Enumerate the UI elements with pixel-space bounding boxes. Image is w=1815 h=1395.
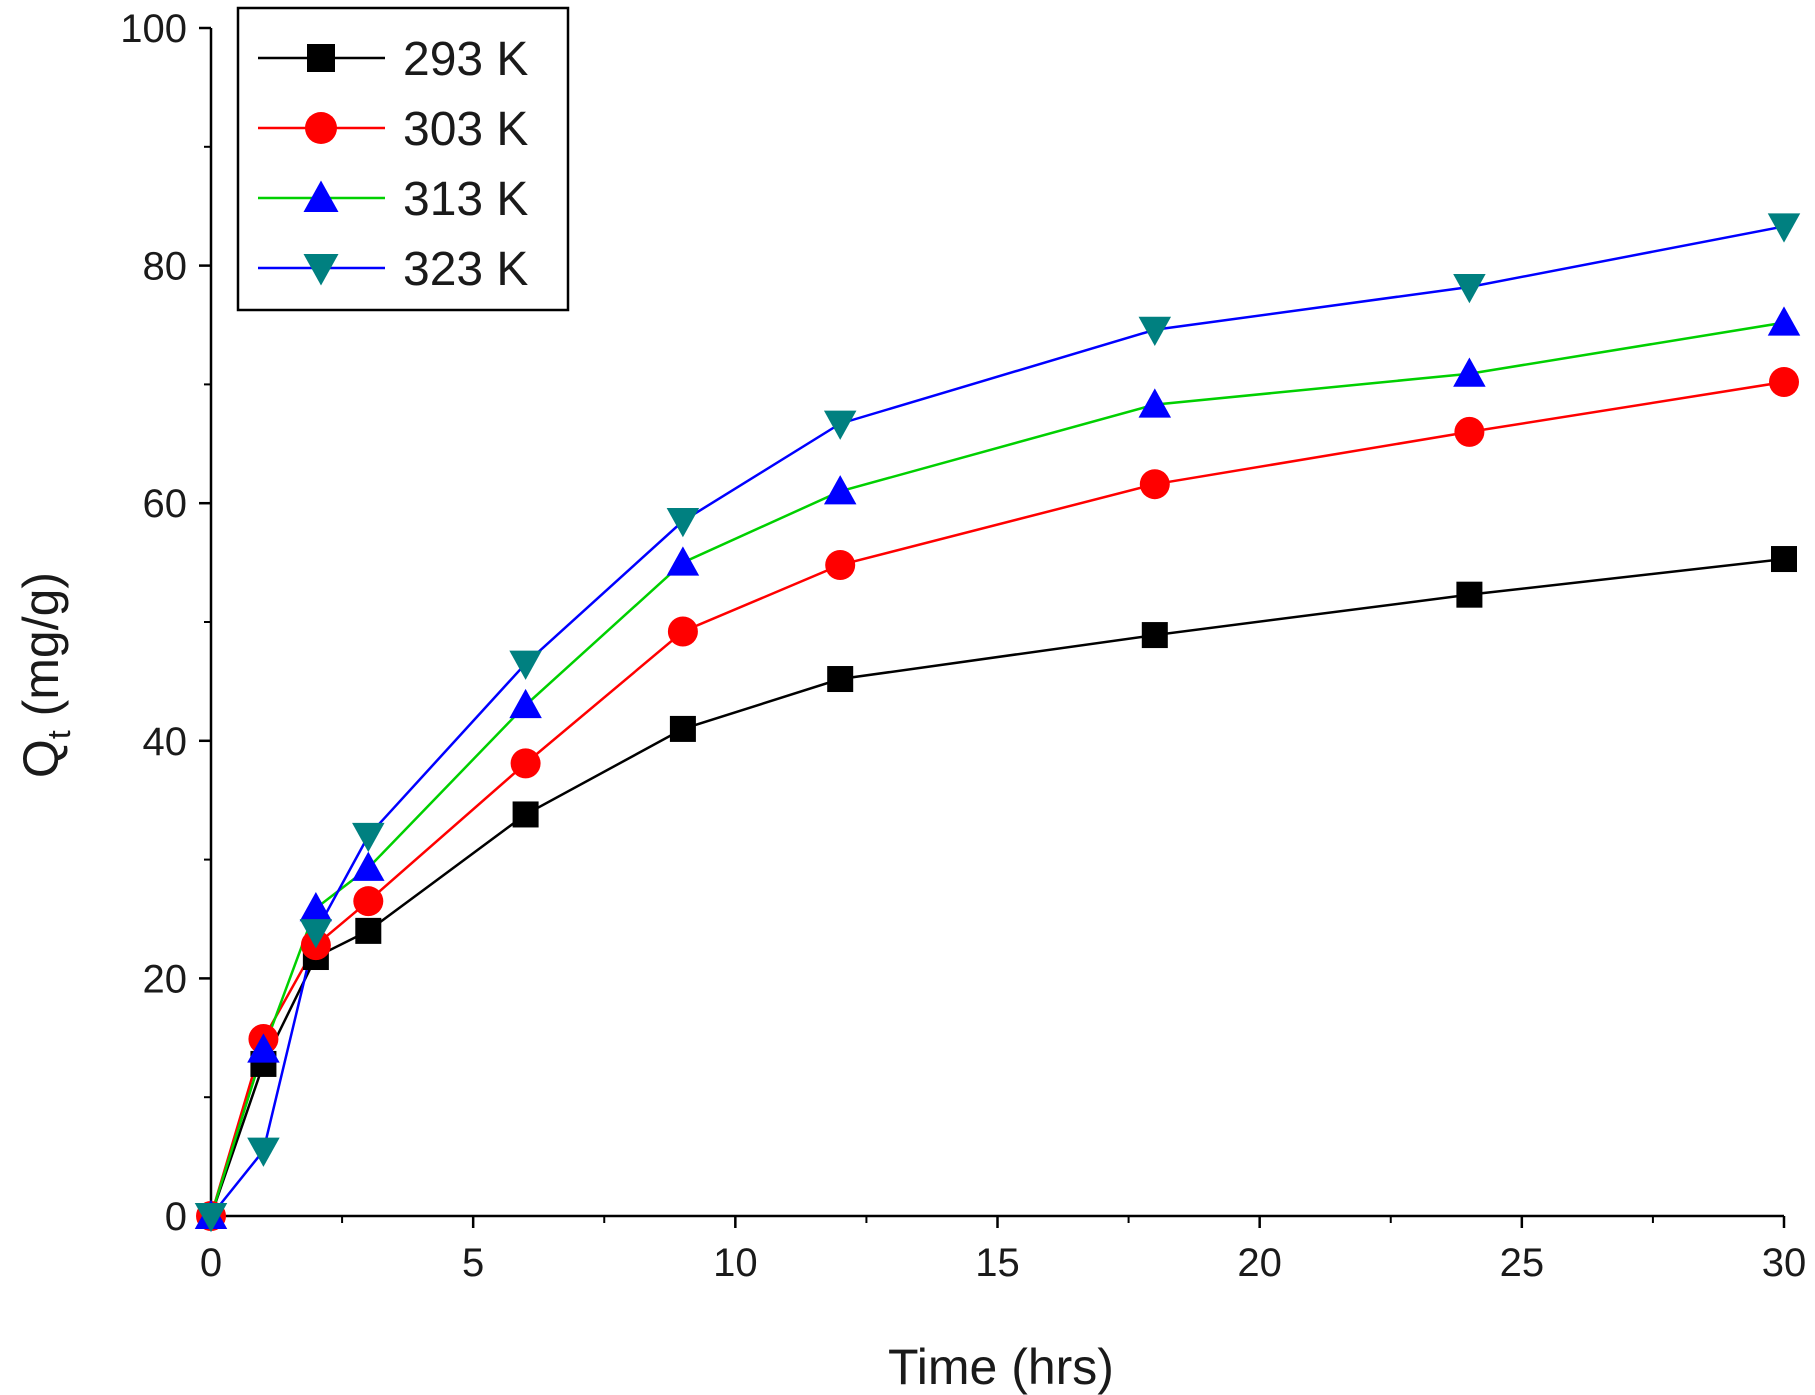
data-point-323k — [1767, 213, 1801, 243]
x-tick-label: 15 — [975, 1241, 1020, 1285]
legend-marker-303k — [305, 112, 337, 144]
y-tick-label: 0 — [165, 1195, 187, 1239]
data-point-293k — [669, 715, 696, 742]
y-tick-label: 40 — [143, 720, 188, 764]
data-point-303k — [825, 549, 856, 580]
data-point-303k — [1139, 469, 1170, 500]
data-point-313k — [1453, 357, 1486, 387]
data-point-313k — [509, 688, 542, 719]
x-tick-label: 5 — [462, 1241, 484, 1285]
series-line-323k — [210, 225, 1785, 1217]
data-point-303k — [1769, 367, 1799, 398]
svg-text:Qt (mg/g): Qt (mg/g) — [13, 572, 77, 778]
y-axis-title-unit: (mg/g) — [13, 572, 69, 730]
axes: 0 20 40 60 80 100 0 5 10 15 20 25 30 — [120, 7, 1806, 1285]
legend-label-313k: 313 K — [403, 173, 528, 226]
series-line-293k — [209, 557, 1785, 1217]
data-point-323k — [1138, 316, 1172, 347]
y-tick-label: 20 — [143, 957, 188, 1001]
data-point-293k — [512, 801, 539, 828]
y-axis-title-sub: t — [41, 730, 77, 739]
y-axis-title: Qt (mg/g) — [13, 572, 77, 778]
data-point-313k — [352, 851, 385, 881]
legend: 293 K 303 K 313 K 323 K — [236, 6, 570, 312]
data-point-323k — [509, 650, 542, 680]
y-tick-label: 80 — [143, 245, 188, 289]
y-tick-label: 100 — [120, 7, 187, 51]
data-point-293k — [1456, 581, 1483, 608]
data-point-293k — [1141, 622, 1168, 649]
data-point-303k — [353, 886, 384, 917]
data-point-313k — [299, 892, 333, 922]
data-point-313k — [1767, 306, 1801, 336]
data-point-303k — [510, 748, 541, 779]
x-tick-label: 0 — [200, 1241, 222, 1285]
x-tick-label: 30 — [1762, 1241, 1807, 1285]
data-point-323k — [1453, 273, 1486, 304]
series-markers — [194, 213, 1801, 1233]
data-point-323k — [352, 822, 385, 853]
series-line-303k — [209, 380, 1785, 1217]
legend-marker-293k — [307, 44, 335, 72]
data-point-313k — [247, 1033, 280, 1063]
data-point-323k — [247, 1137, 280, 1167]
data-point-323k — [823, 410, 857, 440]
data-point-303k — [667, 616, 698, 647]
data-point-323k — [666, 508, 700, 538]
data-point-323k — [194, 1203, 228, 1233]
y-tick-label: 60 — [143, 482, 188, 526]
x-tick-label: 20 — [1237, 1241, 1282, 1285]
x-tick-label: 10 — [713, 1241, 758, 1285]
series-line-313k — [209, 321, 1785, 1217]
data-point-313k — [823, 475, 857, 505]
data-point-293k — [355, 917, 382, 944]
data-point-313k — [666, 546, 700, 576]
legend-marker-323k — [303, 254, 339, 286]
legend-label-293k: 293 K — [403, 33, 528, 86]
legend-label-303k: 303 K — [403, 103, 528, 156]
x-axis-title: Time (hrs) — [888, 1339, 1114, 1395]
y-axis-title-main: Q — [13, 739, 69, 778]
data-point-293k — [1771, 546, 1797, 573]
series-lines — [209, 225, 1785, 1217]
legend-marker-313k — [303, 180, 339, 212]
data-point-323k — [299, 919, 333, 949]
data-point-293k — [827, 666, 854, 693]
data-point-313k — [1138, 388, 1172, 418]
legend-label-323k: 323 K — [403, 243, 528, 296]
data-point-303k — [1454, 416, 1485, 447]
x-tick-label: 25 — [1500, 1241, 1545, 1285]
